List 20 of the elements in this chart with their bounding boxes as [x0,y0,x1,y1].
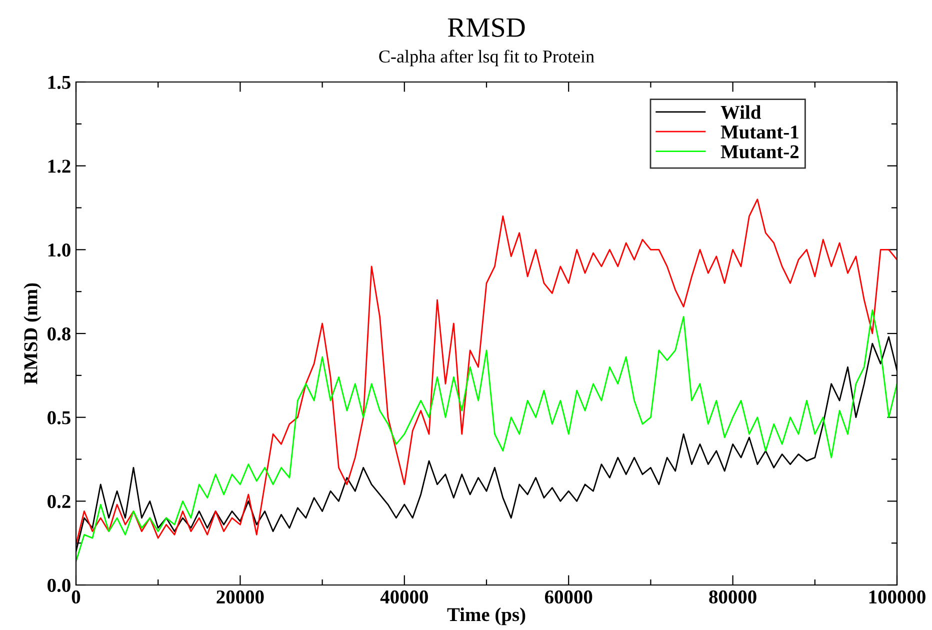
y-tick-label: 0.2 [48,494,70,508]
x-tick-label: 100000 [869,590,926,604]
x-tick-label: 20000 [216,590,264,604]
y-tick-label: 1.5 [48,76,70,90]
chart-subtitle: C-alpha after lsq fit to Protein [379,50,594,66]
legend-label: Wild [720,105,762,120]
x-tick-label: 80000 [709,590,756,604]
y-tick-label: 0.0 [48,578,70,592]
y-axis-title: RMSD (nm) [24,283,42,384]
x-tick-label: 0 [72,590,80,604]
chart-title: RMSD [448,18,525,37]
x-tick-label: 60000 [544,590,592,604]
y-tick-label: 0.5 [48,411,70,424]
y-tick-label: 0.8 [48,327,70,341]
y-tick-label: 1.0 [48,243,70,257]
legend-label: Mutant-1 [720,126,798,139]
x-axis-title: Time (ps) [447,607,526,626]
x-tick-label: 40000 [380,590,428,604]
y-tick-label: 1.2 [48,160,70,173]
legend-label: Mutant-2 [720,145,799,158]
